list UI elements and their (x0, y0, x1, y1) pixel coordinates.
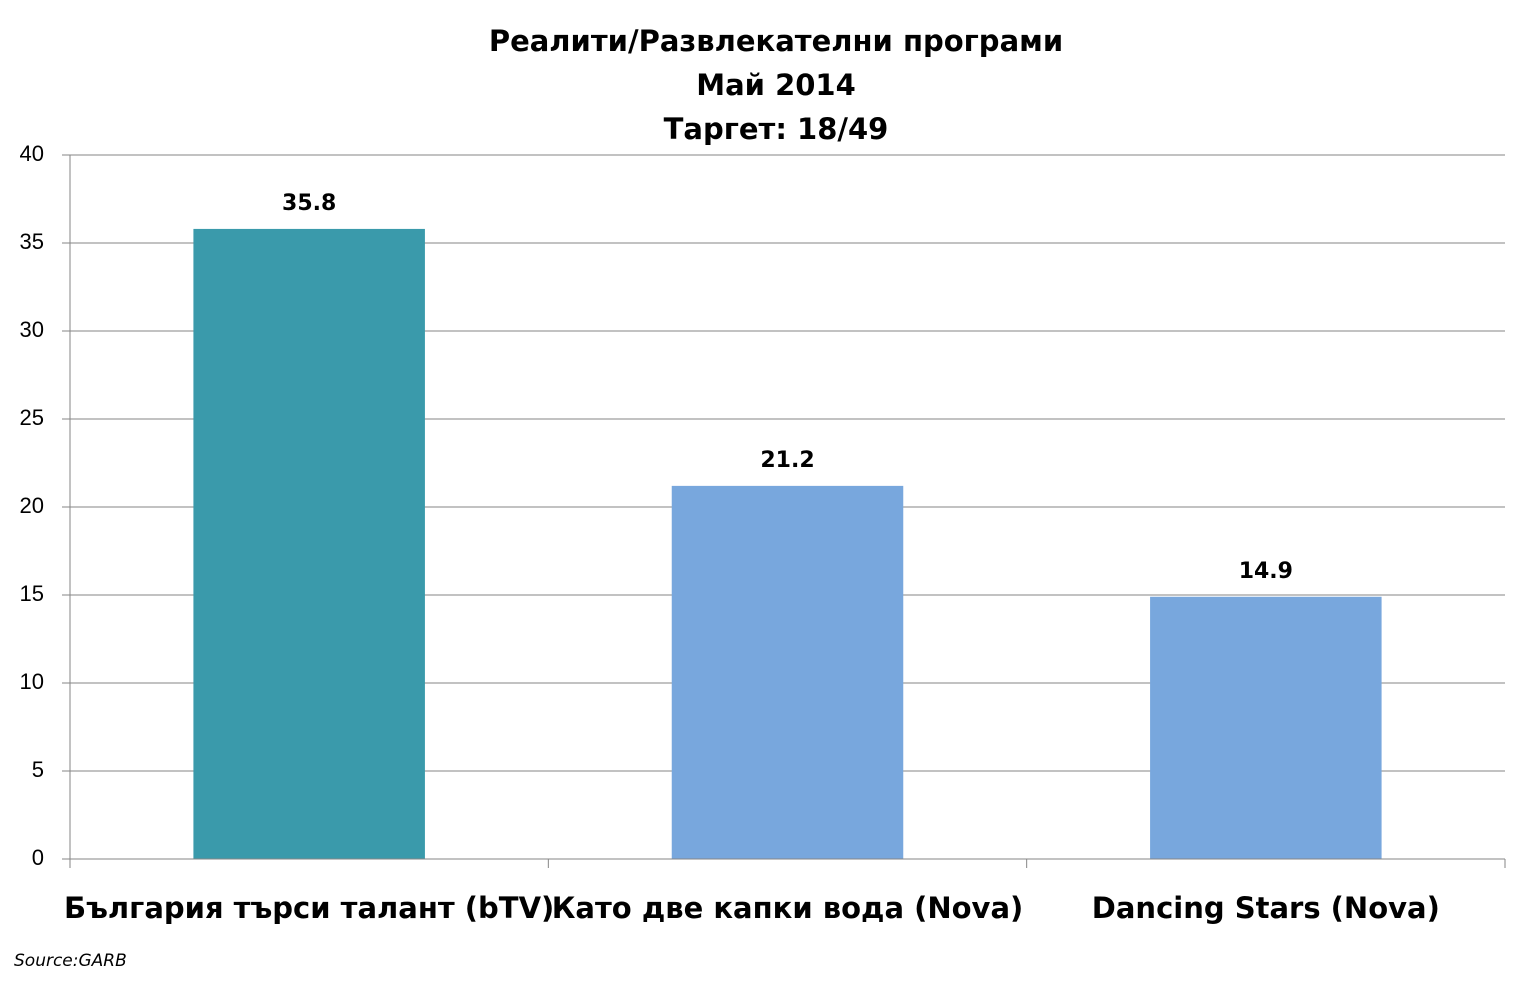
source-note: Source:GARB (14, 951, 127, 971)
chart-title: Реалити/Развлекателни програми (489, 24, 1063, 58)
chart-title: Май 2014 (696, 68, 856, 102)
x-tick-label: България търси талант (bTV) (64, 891, 554, 925)
x-tick-label: Dancing Stars (Nova) (1092, 891, 1440, 925)
x-tick-label: Като две капки вода (Nova) (552, 891, 1024, 925)
y-tick-label: 10 (20, 669, 44, 694)
y-tick-label: 35 (20, 229, 44, 254)
y-tick-label: 15 (20, 581, 44, 606)
value-label: 21.2 (760, 448, 814, 473)
bar (1150, 596, 1382, 859)
value-label: 35.8 (282, 191, 336, 216)
bar (193, 228, 425, 860)
chart-title: Таргет: 18/49 (664, 112, 889, 146)
y-tick-label: 40 (20, 141, 44, 166)
bar (671, 485, 904, 859)
y-tick-label: 30 (20, 317, 44, 342)
y-tick-label: 0 (32, 845, 44, 870)
y-tick-label: 25 (20, 405, 44, 430)
y-tick-label: 5 (32, 757, 44, 782)
y-tick-label: 20 (20, 493, 44, 518)
value-label: 14.9 (1239, 559, 1293, 584)
